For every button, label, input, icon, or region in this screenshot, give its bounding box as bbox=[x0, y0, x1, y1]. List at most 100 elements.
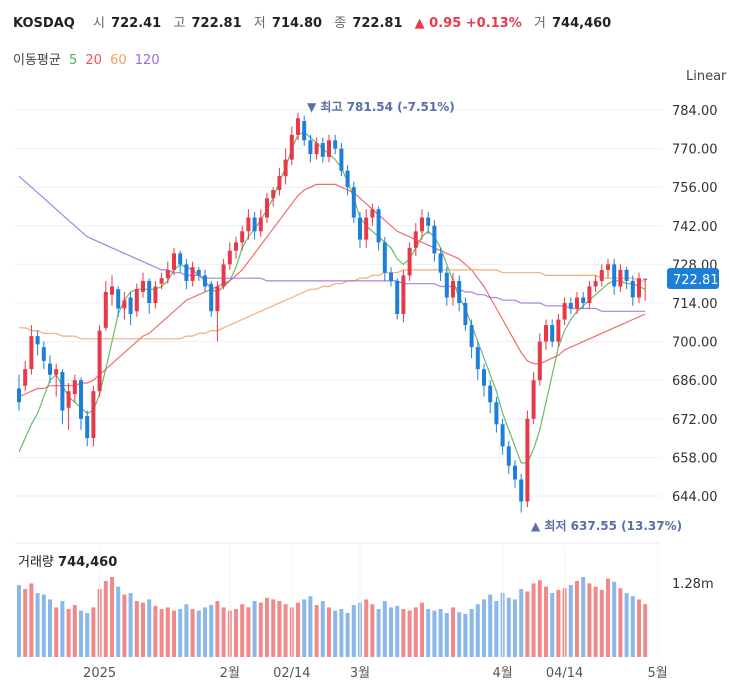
volume-bar bbox=[234, 609, 238, 657]
candle-body bbox=[308, 140, 313, 155]
candle-body bbox=[172, 253, 176, 270]
candle-body bbox=[401, 275, 406, 315]
volume-bar bbox=[221, 607, 226, 657]
candle-body bbox=[575, 297, 579, 309]
volume-bar bbox=[320, 601, 325, 657]
price-tick-label: 686.00 bbox=[672, 374, 718, 389]
candle-body bbox=[209, 283, 214, 312]
volume-bar bbox=[203, 607, 207, 657]
candle-body bbox=[488, 385, 493, 403]
low-label: 저 bbox=[253, 16, 266, 31]
volume-bar bbox=[351, 605, 356, 657]
candle-body bbox=[457, 280, 462, 303]
candle-body bbox=[190, 267, 195, 281]
candle-body bbox=[364, 217, 369, 240]
volume-bar bbox=[209, 605, 214, 657]
candles bbox=[17, 112, 648, 513]
volume-bar bbox=[91, 607, 96, 657]
volume-bar bbox=[314, 605, 319, 657]
price-tick-label: 742.00 bbox=[672, 220, 718, 235]
ma-legend-5[interactable]: 5 bbox=[68, 53, 78, 68]
candle-body bbox=[637, 278, 641, 298]
volume-bar bbox=[141, 602, 145, 657]
volume-bar bbox=[438, 609, 443, 657]
candle-body bbox=[141, 280, 145, 292]
candle-body bbox=[314, 143, 319, 155]
volume-bar bbox=[469, 609, 474, 657]
candle-body bbox=[643, 278, 648, 280]
candle-body bbox=[333, 140, 338, 149]
candle-body bbox=[178, 253, 183, 265]
price-tick-label: 784.00 bbox=[672, 104, 718, 119]
candle-body bbox=[513, 465, 517, 480]
candle-body bbox=[420, 217, 424, 232]
candle-body bbox=[587, 286, 592, 303]
candle-body bbox=[568, 303, 573, 309]
quote-header: KOSDAQ 시 722.41 고 722.81 저 714.80 종 722.… bbox=[13, 12, 619, 31]
ma120-line bbox=[18, 175, 646, 312]
volume-bar bbox=[327, 607, 331, 657]
volume-panel-title: 거래량 744,460 bbox=[18, 551, 117, 570]
volume-bar bbox=[103, 581, 108, 657]
candle-body bbox=[438, 253, 443, 273]
price-tick-label: 658.00 bbox=[672, 451, 718, 466]
volume-bar bbox=[277, 601, 282, 657]
volume-bar bbox=[60, 601, 65, 657]
last-price-tag: 722.81 bbox=[667, 268, 719, 289]
ma60-line bbox=[19, 269, 646, 340]
volume-bar bbox=[265, 597, 269, 657]
volume-bar bbox=[506, 597, 511, 657]
candle-body bbox=[351, 187, 356, 218]
candle-body bbox=[482, 369, 486, 386]
volume-bar bbox=[488, 594, 493, 657]
last-price-tag-text: 722.81 bbox=[673, 273, 719, 288]
volume-bar bbox=[389, 607, 393, 657]
candle-body bbox=[550, 325, 555, 342]
volume-bar bbox=[643, 604, 648, 657]
volume-bar bbox=[612, 581, 617, 657]
scale-label[interactable]: Linear bbox=[686, 69, 727, 84]
volume-bar bbox=[23, 589, 28, 657]
candle-body bbox=[165, 269, 170, 279]
ma-legend-60[interactable]: 60 bbox=[110, 53, 127, 68]
candle-body bbox=[506, 446, 511, 466]
high-label: 고 bbox=[173, 16, 186, 31]
candle-body bbox=[376, 209, 381, 243]
ma-legend-20[interactable]: 20 bbox=[85, 53, 102, 68]
price-tick-label: 700.00 bbox=[672, 336, 718, 351]
volume-axis-tick: 1.28m bbox=[672, 577, 714, 592]
candle-body bbox=[289, 134, 294, 160]
ma-legend-120[interactable]: 120 bbox=[134, 53, 160, 68]
candle-body bbox=[407, 247, 412, 276]
volume-bar bbox=[519, 589, 524, 657]
volume-bar bbox=[630, 596, 635, 657]
volume-panel-value: 744,460 bbox=[58, 555, 118, 570]
candle-body bbox=[184, 264, 189, 281]
volume-bar bbox=[451, 607, 455, 657]
candle-body bbox=[227, 250, 232, 265]
time-axis: 2025 2월 02/14 3월 4월 04/14 5월 bbox=[83, 545, 668, 681]
volume-bar bbox=[525, 591, 530, 657]
candle-body bbox=[23, 369, 28, 386]
volume-bar bbox=[413, 607, 418, 657]
candle-body bbox=[537, 341, 542, 381]
candle-body bbox=[122, 300, 127, 309]
volume-bar bbox=[134, 601, 139, 657]
candle-body bbox=[469, 325, 474, 348]
volume-bar bbox=[457, 612, 462, 657]
volume-bar bbox=[345, 613, 350, 657]
candle-body bbox=[519, 479, 524, 502]
volume-bar bbox=[593, 586, 598, 657]
candle-body bbox=[358, 217, 362, 240]
candle-body bbox=[283, 159, 288, 177]
volume-bar bbox=[159, 609, 164, 657]
candle-body bbox=[159, 278, 164, 284]
candle-body bbox=[252, 217, 257, 232]
volume-bar bbox=[240, 604, 245, 657]
volume-bar bbox=[364, 599, 369, 657]
volume-bar bbox=[122, 594, 127, 657]
volume-bar bbox=[72, 605, 77, 657]
candle-body bbox=[258, 217, 263, 232]
candle-body bbox=[91, 391, 96, 439]
